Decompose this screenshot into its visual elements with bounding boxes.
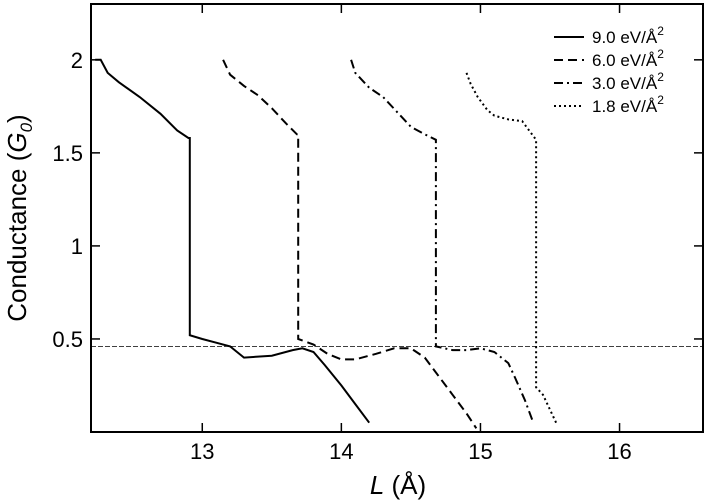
y-axis-label-close: ) bbox=[2, 114, 32, 123]
legend-label-text: 9.0 eV/Å bbox=[592, 28, 658, 47]
legend-label-3: 3.0 eV/Å2 bbox=[592, 70, 664, 93]
series-line-3 bbox=[350, 59, 535, 424]
y-axis-label-subscript: 0 bbox=[17, 122, 36, 132]
y-tick-label: 2 bbox=[71, 48, 83, 73]
series-line-1 bbox=[95, 58, 371, 424]
x-ticks: 13 14 15 16 bbox=[190, 4, 632, 464]
series-lines bbox=[95, 58, 558, 429]
plot-frame bbox=[90, 3, 704, 433]
y-tick-label: 1 bbox=[71, 234, 83, 259]
legend-label-4: 1.8 eV/Å2 bbox=[592, 93, 664, 116]
x-axis-label-italic: L bbox=[370, 470, 384, 500]
legend-label-2: 6.0 eV/Å2 bbox=[592, 47, 664, 70]
y-tick-label: 0.5 bbox=[52, 327, 83, 352]
x-tick-label: 13 bbox=[190, 439, 214, 464]
legend-label-text: 3.0 eV/Å bbox=[592, 74, 658, 93]
y-axis-label: Conductance (G0) bbox=[2, 114, 36, 321]
x-axis-label-unit: (Å) bbox=[384, 470, 426, 500]
y-axis-label-symbol: G bbox=[2, 132, 32, 152]
plot-area: 13 14 15 16 0.5 1 1.5 2 bbox=[52, 3, 704, 464]
legend-label-text: 6.0 eV/Å bbox=[592, 51, 658, 70]
y-axis-label-main: Conductance ( bbox=[2, 152, 32, 321]
x-tick-label: 16 bbox=[607, 439, 631, 464]
legend-label-superscript: 2 bbox=[657, 47, 664, 61]
legend: 9.0 eV/Å26.0 eV/Å23.0 eV/Å21.8 eV/Å2 bbox=[554, 24, 664, 116]
x-axis-label: L (Å) bbox=[370, 470, 426, 500]
y-tick-label: 1.5 bbox=[52, 141, 83, 166]
series-line-2 bbox=[222, 59, 478, 429]
x-tick-label: 14 bbox=[329, 439, 353, 464]
legend-label-1: 9.0 eV/Å2 bbox=[592, 24, 664, 47]
series-line-4 bbox=[465, 72, 558, 426]
legend-label-text: 1.8 eV/Å bbox=[592, 97, 658, 116]
legend-label-superscript: 2 bbox=[657, 70, 664, 84]
x-tick-label: 15 bbox=[468, 439, 492, 464]
legend-label-superscript: 2 bbox=[657, 24, 664, 38]
legend-label-superscript: 2 bbox=[657, 93, 664, 107]
y-ticks: 0.5 1 1.5 2 bbox=[52, 48, 703, 352]
